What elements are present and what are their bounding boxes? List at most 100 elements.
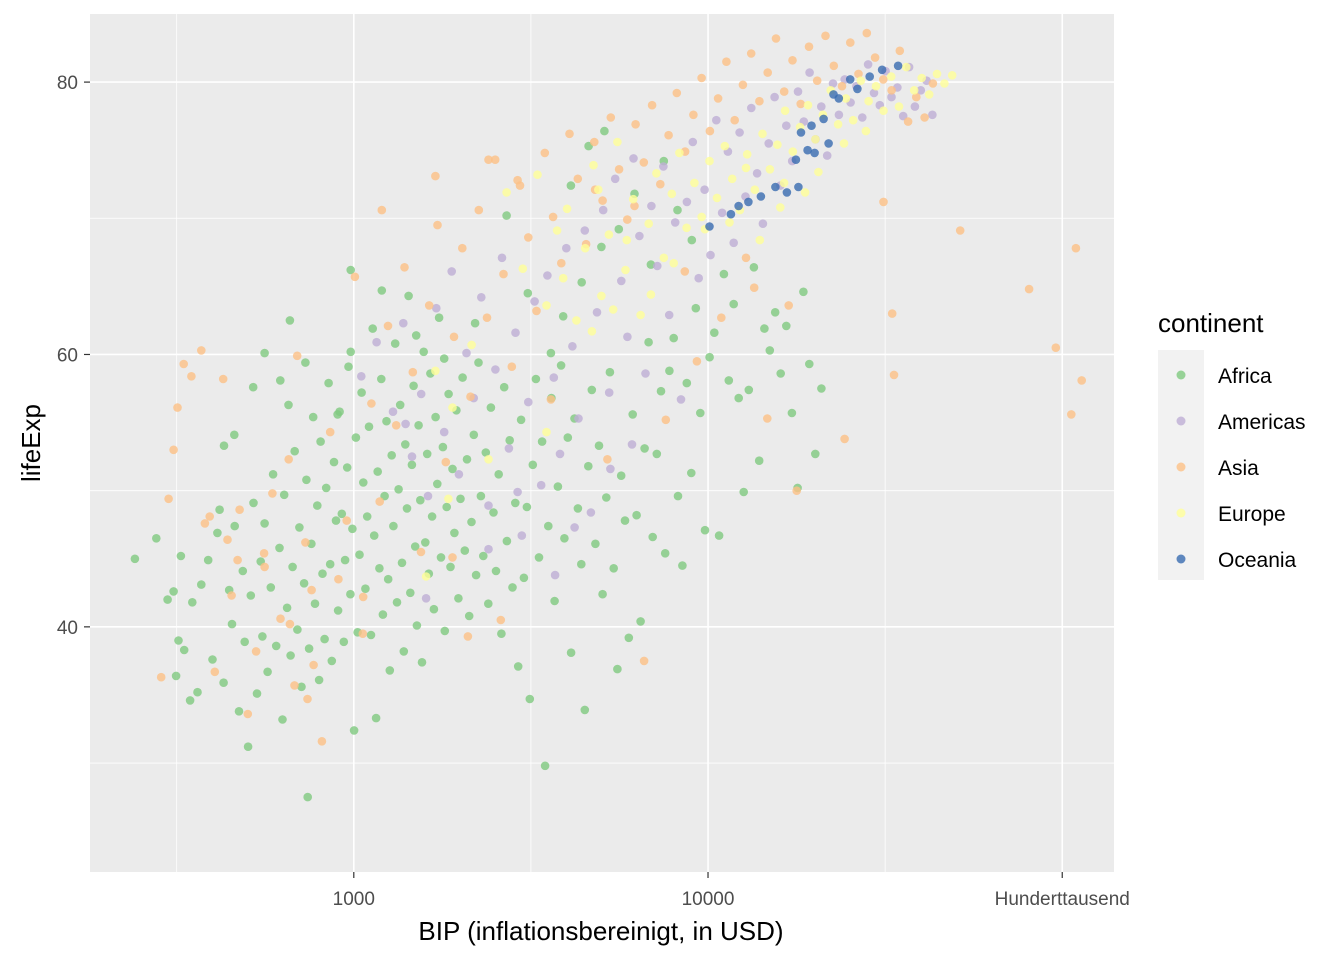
data-point-africa [636, 617, 645, 626]
data-point-asia [829, 61, 839, 71]
data-point-africa [411, 331, 421, 340]
data-point-asia [771, 34, 781, 43]
data-point-africa [188, 598, 197, 607]
data-point-africa [383, 574, 393, 584]
data-point-asia [317, 737, 327, 746]
data-point-asia [548, 212, 558, 222]
data-point-asia [187, 372, 196, 381]
data-point-americas [439, 427, 449, 437]
data-point-africa [787, 408, 797, 418]
data-point-asia [895, 46, 905, 56]
data-point-oceania [803, 145, 812, 155]
x-tick-label: 10000 [682, 889, 735, 910]
data-point-africa [402, 504, 412, 513]
data-point-americas [399, 318, 408, 328]
data-point-africa [811, 449, 820, 459]
data-point-africa [429, 604, 439, 614]
data-point-africa [516, 415, 526, 425]
data-point-africa [406, 588, 415, 598]
data-point-africa [534, 553, 544, 562]
data-point-africa [591, 539, 600, 549]
data-point-asia [377, 205, 387, 215]
data-point-asia [647, 100, 657, 110]
data-point-africa [614, 224, 624, 234]
data-point-africa [594, 441, 604, 451]
data-point-europe [779, 178, 789, 188]
data-point-europe [558, 273, 568, 283]
data-point-africa [163, 595, 172, 604]
data-point-asia [840, 434, 849, 444]
data-point-asia [603, 455, 612, 464]
data-point-africa [169, 587, 178, 596]
data-point-africa [399, 647, 409, 656]
data-point-africa [566, 181, 576, 190]
data-point-europe [604, 230, 614, 239]
y-tick-label: 60 [57, 345, 78, 366]
data-point-africa [377, 286, 387, 295]
data-point-africa [357, 388, 366, 397]
data-point-europe [886, 72, 896, 81]
data-point-americas [752, 169, 762, 178]
data-point-africa [397, 558, 407, 568]
data-point-africa [439, 354, 449, 363]
data-point-asia [482, 313, 492, 323]
data-point-asia [205, 512, 214, 521]
data-point-asia [1024, 284, 1034, 294]
data-point-asia [210, 667, 220, 677]
data-point-americas [454, 470, 464, 479]
data-point-africa [458, 373, 467, 382]
data-point-africa [416, 495, 425, 505]
data-point-africa [476, 491, 486, 501]
data-point-oceania [782, 188, 792, 197]
data-point-africa [342, 463, 352, 472]
data-point-asia [259, 549, 269, 558]
data-point-asia [513, 175, 522, 185]
data-point-americas [497, 253, 507, 263]
data-point-europe [803, 100, 813, 110]
data-point-asia [598, 196, 607, 205]
data-point-europe [932, 69, 942, 79]
data-point-africa [389, 521, 398, 531]
data-point-americas [568, 342, 577, 351]
data-point-africa [665, 366, 674, 376]
data-point-europe [594, 185, 603, 194]
data-point-americas [504, 444, 514, 453]
data-point-africa [710, 328, 719, 338]
data-point-europe [608, 305, 618, 314]
data-point-europe [697, 212, 706, 222]
data-point-americas [869, 88, 879, 98]
data-point-africa [628, 410, 637, 419]
data-point-africa [325, 559, 335, 569]
data-point-asia [416, 547, 426, 557]
data-point-africa [179, 645, 189, 655]
data-point-africa [433, 479, 442, 489]
data-point-africa [316, 437, 325, 446]
data-point-africa [282, 603, 292, 613]
data-point-europe [644, 219, 653, 228]
data-point-europe [597, 291, 606, 301]
data-point-africa [513, 662, 523, 671]
data-point-africa [456, 494, 465, 504]
data-point-asia [672, 88, 682, 98]
data-point-africa [553, 482, 563, 491]
data-point-asia [788, 56, 797, 65]
data-point-africa [395, 400, 405, 410]
data-point-europe [421, 572, 431, 581]
data-point-americas [372, 337, 381, 347]
data-point-europe [848, 115, 858, 125]
data-point-europe [621, 265, 630, 275]
data-point-africa [450, 528, 459, 538]
data-point-africa [656, 386, 666, 396]
data-point-asia [441, 457, 451, 467]
data-point-africa [378, 610, 388, 619]
data-point-oceania [756, 192, 766, 201]
data-point-americas [758, 219, 768, 228]
data-point-africa [558, 312, 568, 321]
data-point-asia [623, 215, 632, 224]
data-point-africa [700, 525, 710, 535]
data-point-africa [203, 555, 213, 565]
data-point-europe [646, 290, 656, 299]
data-point-africa [410, 542, 420, 551]
data-point-americas [729, 238, 738, 248]
